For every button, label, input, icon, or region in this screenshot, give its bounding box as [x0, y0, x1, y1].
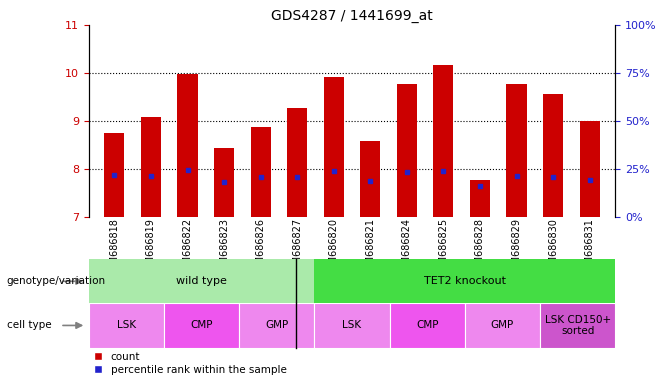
Text: GMP: GMP — [491, 320, 514, 331]
Bar — [540, 303, 615, 348]
Bar — [397, 84, 417, 217]
Bar — [251, 127, 270, 217]
Bar — [465, 303, 540, 348]
Text: genotype/variation: genotype/variation — [7, 276, 106, 286]
Bar — [214, 148, 234, 217]
Text: CMP: CMP — [190, 320, 213, 331]
Bar — [287, 108, 307, 217]
Text: wild type: wild type — [176, 276, 227, 286]
Bar — [361, 141, 380, 217]
Text: CMP: CMP — [416, 320, 438, 331]
Text: cell type: cell type — [7, 320, 51, 331]
Text: GMP: GMP — [265, 320, 288, 331]
Bar — [507, 84, 526, 217]
Bar — [315, 259, 615, 303]
Bar — [105, 133, 124, 217]
Bar — [470, 180, 490, 217]
Bar — [580, 121, 599, 217]
Bar — [434, 65, 453, 217]
Title: GDS4287 / 1441699_at: GDS4287 / 1441699_at — [271, 8, 433, 23]
Bar — [89, 303, 164, 348]
Bar — [324, 77, 343, 217]
Legend: count, percentile rank within the sample: count, percentile rank within the sample — [94, 352, 287, 375]
Text: TET2 knockout: TET2 knockout — [424, 276, 506, 286]
Text: LSK CD150+
sorted: LSK CD150+ sorted — [545, 314, 611, 336]
Bar — [178, 74, 197, 217]
Bar — [164, 303, 240, 348]
Text: LSK: LSK — [342, 320, 362, 331]
Bar — [240, 303, 315, 348]
Bar — [390, 303, 465, 348]
Bar — [315, 303, 390, 348]
Bar — [89, 259, 315, 303]
Bar — [141, 117, 161, 217]
Text: LSK: LSK — [117, 320, 136, 331]
Bar — [543, 94, 563, 217]
